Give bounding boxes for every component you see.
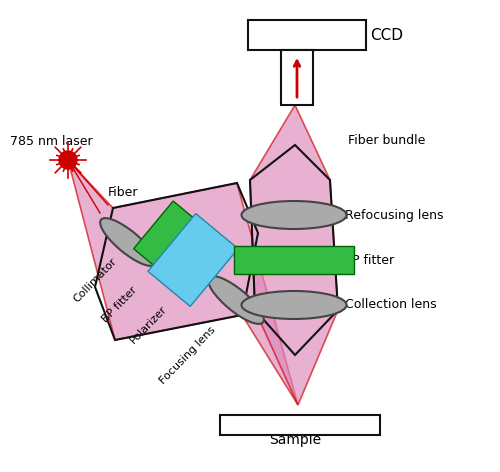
Ellipse shape — [100, 218, 156, 266]
Text: Collection lens: Collection lens — [345, 298, 436, 312]
Text: Focusing lens: Focusing lens — [158, 324, 218, 386]
Text: 785 nm laser: 785 nm laser — [10, 135, 92, 148]
Polygon shape — [234, 246, 354, 274]
Text: Refocusing lens: Refocusing lens — [345, 209, 444, 221]
Text: Fiber: Fiber — [108, 185, 138, 199]
Bar — [281, 50, 313, 105]
Bar — [248, 20, 366, 50]
Text: BP fitter: BP fitter — [100, 285, 140, 325]
Text: Collimator: Collimator — [72, 256, 118, 304]
Polygon shape — [250, 105, 338, 405]
Polygon shape — [68, 160, 298, 405]
Text: CCD: CCD — [370, 27, 403, 42]
Ellipse shape — [242, 201, 346, 229]
Text: LP fitter: LP fitter — [345, 253, 394, 267]
Text: Sample: Sample — [269, 433, 321, 447]
Ellipse shape — [242, 291, 346, 319]
Text: Polarizer: Polarizer — [128, 304, 168, 346]
Ellipse shape — [208, 276, 264, 324]
Bar — [220, 415, 380, 435]
Polygon shape — [148, 214, 238, 306]
Circle shape — [59, 151, 77, 169]
Text: Fiber bundle: Fiber bundle — [348, 134, 426, 146]
Polygon shape — [134, 201, 202, 273]
